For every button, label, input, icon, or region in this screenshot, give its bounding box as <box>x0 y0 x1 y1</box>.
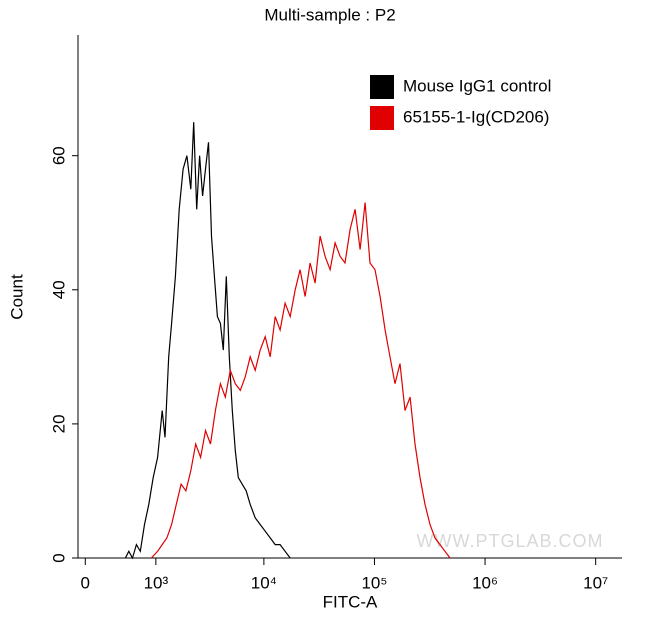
legend-label: Mouse IgG1 control <box>403 76 551 95</box>
x-tick-label: 0 <box>81 573 90 592</box>
x-axis-label: FITC-A <box>323 592 378 611</box>
y-axis-label: Count <box>7 274 26 320</box>
y-tick-label: 20 <box>49 414 68 433</box>
histogram-line <box>150 202 451 559</box>
x-tick-label: 10³ <box>144 573 169 592</box>
legend-label: 65155-1-Ig(CD206) <box>403 107 549 126</box>
y-tick-label: 0 <box>49 553 68 562</box>
y-tick-label: 60 <box>49 146 68 165</box>
watermark: WWW.PTGLAB.COM <box>417 531 604 551</box>
x-tick-label: 10⁴ <box>251 573 277 592</box>
y-tick-label: 40 <box>49 280 68 299</box>
legend-swatch <box>370 106 394 130</box>
x-tick-label: 10⁷ <box>583 573 608 592</box>
x-tick-label: 10⁶ <box>472 573 498 592</box>
legend-swatch <box>370 75 394 99</box>
chart-title: Multi-sample : P2 <box>264 5 395 24</box>
histogram-line <box>124 122 291 560</box>
x-tick-label: 10⁵ <box>361 573 387 592</box>
